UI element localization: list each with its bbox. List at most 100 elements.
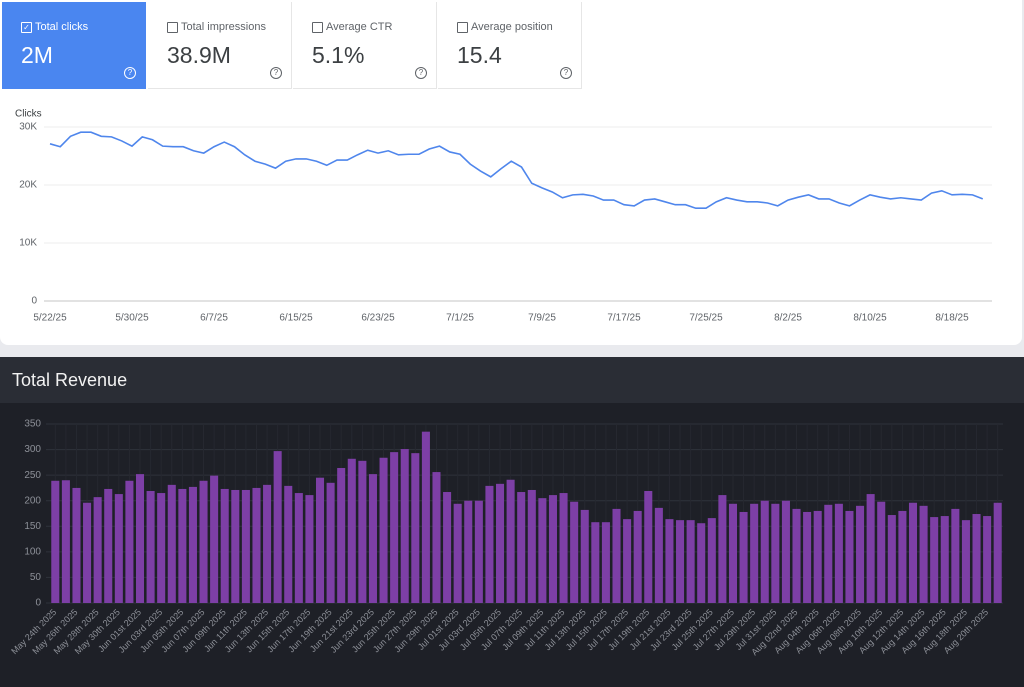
bar — [654, 507, 663, 603]
bar — [453, 503, 462, 603]
x-tick-label: 5/30/25 — [115, 313, 149, 324]
x-tick-label: 6/23/25 — [361, 313, 395, 324]
bar — [421, 431, 430, 603]
bar — [898, 510, 907, 603]
x-tick-label: 7/1/25 — [446, 313, 474, 324]
bar — [983, 516, 992, 603]
bar — [908, 502, 918, 603]
x-tick-label: 7/25/25 — [689, 313, 723, 324]
bar — [559, 493, 568, 603]
bar — [93, 497, 102, 603]
bar — [358, 460, 367, 603]
bar — [538, 498, 547, 603]
bar — [887, 515, 896, 603]
bar — [919, 505, 928, 603]
checkbox[interactable] — [167, 22, 178, 33]
metric-card[interactable]: Total impressions 38.9M? — [148, 2, 292, 89]
bar — [400, 449, 409, 603]
bar — [750, 503, 759, 603]
bar — [157, 493, 166, 603]
bar — [803, 511, 812, 603]
chart-title: Total Revenue — [12, 370, 128, 390]
metric-label: Total clicks — [35, 21, 89, 33]
x-tick-label: 5/22/25 — [33, 313, 67, 324]
bar — [548, 495, 557, 603]
bar — [125, 480, 134, 603]
bar — [326, 482, 335, 603]
bar — [930, 517, 939, 603]
metric-card[interactable]: Average CTR 5.1%? — [293, 2, 437, 89]
bar — [368, 474, 377, 603]
help-icon[interactable]: ? — [124, 67, 136, 79]
checkbox[interactable] — [457, 22, 468, 33]
bar — [61, 480, 70, 603]
bar — [135, 474, 145, 603]
bar — [824, 504, 833, 603]
bar — [570, 501, 579, 603]
checkbox[interactable]: ✓ — [21, 22, 32, 33]
x-tick-label: 8/2/25 — [774, 313, 802, 324]
bar — [961, 520, 970, 603]
y-tick-label: 10K — [19, 238, 37, 249]
bar — [792, 508, 801, 603]
metric-value: 5.1% — [312, 42, 365, 68]
metric-value: 38.9M — [167, 42, 231, 68]
bar — [347, 458, 356, 603]
bar — [506, 479, 515, 603]
bar — [167, 484, 176, 603]
bar — [188, 486, 197, 603]
x-tick-label: 6/7/25 — [200, 313, 228, 324]
bar — [686, 520, 695, 603]
bar — [665, 519, 674, 603]
bar — [834, 503, 843, 603]
bar — [623, 519, 632, 603]
bar — [178, 488, 187, 603]
bar — [877, 501, 886, 603]
bar — [580, 509, 589, 603]
help-icon[interactable]: ? — [270, 67, 282, 79]
y-tick-label: 0 — [31, 296, 37, 307]
metric-label: Average CTR — [326, 21, 393, 33]
bar — [676, 520, 685, 603]
y-tick-label: 50 — [30, 572, 42, 583]
bar — [474, 500, 483, 603]
bar — [781, 500, 790, 603]
y-tick-label: 250 — [24, 470, 41, 481]
bar — [379, 457, 388, 603]
bar — [591, 522, 600, 603]
help-icon[interactable]: ? — [560, 67, 572, 79]
bar — [527, 489, 536, 603]
x-tick-label: 6/15/25 — [279, 313, 313, 324]
bar — [263, 484, 272, 603]
bar — [411, 453, 420, 603]
bar — [220, 488, 229, 603]
bar — [972, 514, 981, 603]
bar — [146, 490, 155, 603]
bar — [210, 475, 219, 603]
bar — [697, 523, 706, 603]
y-tick-label: 30K — [19, 122, 37, 133]
revenue-header: Total Revenue — [0, 357, 1024, 403]
bar — [294, 493, 303, 603]
bar — [951, 508, 960, 603]
y-tick-label: 20K — [19, 180, 37, 191]
bar — [993, 502, 1002, 603]
metric-value: 2M — [21, 42, 53, 68]
y-tick-label: 0 — [35, 598, 41, 609]
bar — [443, 492, 452, 603]
bar — [390, 452, 399, 603]
bar — [940, 516, 949, 603]
bar — [305, 495, 314, 603]
bar — [813, 510, 822, 603]
bar — [485, 485, 494, 603]
x-tick-label: 8/18/25 — [935, 313, 969, 324]
x-tick-label: 8/10/25 — [853, 313, 887, 324]
y-tick-label: 350 — [24, 419, 41, 430]
bar — [633, 510, 642, 603]
metric-card[interactable]: ✓ Total clicks 2M? — [2, 2, 146, 89]
help-icon[interactable]: ? — [415, 67, 427, 79]
checkbox[interactable] — [312, 22, 323, 33]
metric-card[interactable]: Average position 15.4? — [438, 2, 582, 89]
